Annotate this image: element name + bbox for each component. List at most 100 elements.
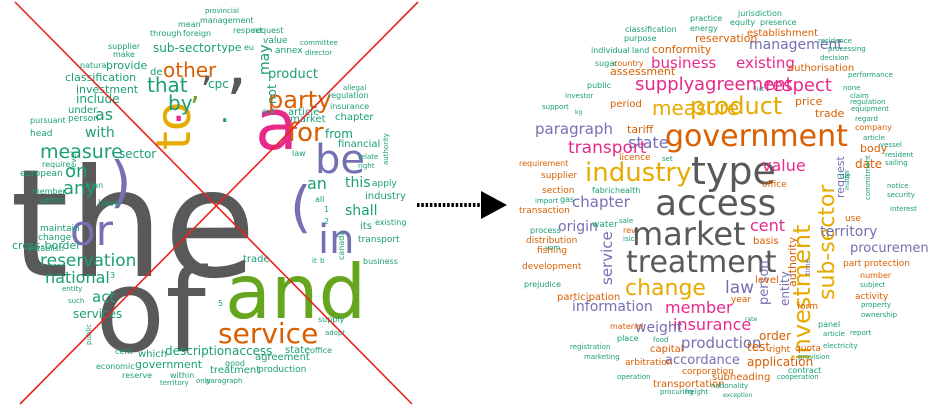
cloud-word: presence — [760, 18, 797, 27]
cloud-word: jurisdiction — [738, 9, 782, 18]
cloud-word: member — [665, 298, 733, 317]
cloud-word: government — [665, 119, 848, 154]
cloud-word: business — [363, 257, 398, 266]
arrow-head — [481, 191, 507, 219]
cloud-word: its — [360, 221, 372, 232]
cloud-word: place — [617, 334, 639, 343]
cloud-word: through — [150, 29, 182, 38]
cloud-word: freight — [685, 388, 709, 396]
cloud-word: classification — [625, 25, 677, 34]
cloud-word: head — [30, 129, 53, 139]
cloud-word: purpose — [624, 34, 657, 43]
cloud-word: activity — [855, 292, 889, 302]
cloud-word: not — [265, 84, 279, 104]
cloud-word: exception — [723, 392, 753, 399]
cloud-word: subheading — [712, 372, 771, 383]
cloud-word: cent — [115, 347, 133, 356]
cloud-word: respect — [765, 75, 832, 96]
cloud-word: sub-sector — [815, 184, 840, 300]
cloud-word: none — [843, 84, 861, 92]
cloud-word: practice — [690, 14, 723, 23]
cloud-word: accordance — [665, 353, 740, 368]
cloud-word: company — [855, 123, 892, 132]
cloud-word: law — [725, 278, 755, 298]
cloud-word: rate — [745, 316, 758, 323]
cloud-word: security — [887, 191, 915, 199]
cloud-word: health — [615, 186, 641, 195]
cloud-word: right — [358, 162, 375, 170]
cloud-word: participation — [557, 292, 621, 303]
cloud-word: panel — [818, 320, 841, 329]
cloud-word: with — [85, 125, 115, 141]
cloud-word: adopt — [325, 329, 346, 337]
cloud-word: financial — [338, 139, 381, 150]
cloud-word: registration — [570, 343, 611, 351]
cloud-word: article — [823, 330, 845, 338]
cloud-word: support — [542, 103, 569, 111]
cloud-word: de — [150, 67, 163, 78]
cloud-word: sailing — [885, 159, 908, 167]
cloud-word: establish — [28, 244, 64, 253]
cloud-word: an — [307, 174, 327, 193]
cloud-word: . — [220, 95, 230, 130]
cloud-word: regard — [855, 115, 878, 123]
cloud-word: licence — [619, 153, 651, 163]
cloud-word: services — [73, 307, 123, 321]
cloud-word: weight — [635, 320, 683, 336]
cloud-word: establishment — [747, 28, 819, 39]
cloud-word: than — [85, 181, 104, 190]
cloud-word: set — [662, 155, 673, 163]
cloud-word: origin — [558, 219, 598, 235]
cloud-word: authority — [382, 133, 390, 165]
cloud-word: resident — [885, 151, 914, 159]
cloud-word: government — [135, 358, 203, 371]
cloud-word: production — [258, 365, 307, 375]
cloud-word: cent — [750, 216, 786, 235]
cloud-word: country — [613, 59, 644, 68]
cloud-word: canada — [337, 230, 346, 260]
cloud-word: year — [731, 295, 752, 305]
cloud-word: national — [45, 268, 110, 287]
cloud-word: material — [610, 322, 644, 331]
cloud-word: supplier — [541, 171, 578, 181]
cloud-word: member — [32, 187, 66, 196]
cloud-word: management — [200, 16, 254, 25]
cloud-word: electricity — [823, 342, 858, 350]
cloud-word: basis — [753, 236, 779, 247]
cloud-word: product — [690, 92, 783, 120]
cloud-word: 2 — [324, 217, 330, 226]
cloud-word: shall — [345, 203, 378, 219]
cloud-word: industry — [585, 158, 692, 188]
cloud-word: quota — [795, 344, 821, 354]
cloud-word: vom — [545, 244, 561, 252]
cloud-word: operation — [617, 373, 651, 381]
cloud-word: make — [113, 50, 135, 59]
cloud-word: number — [860, 271, 892, 280]
cloud-word: change — [38, 233, 72, 243]
cloud-word: cpc — [208, 77, 229, 91]
cloud-word: performance — [848, 71, 893, 79]
cloud-word: requirement — [519, 159, 569, 168]
cloud-word: level — [69, 150, 78, 170]
cloud-word: apply — [372, 179, 397, 189]
cloud-word: process — [530, 226, 561, 235]
cloud-word: foreign — [183, 29, 212, 38]
cloud-word: market — [632, 215, 746, 253]
cloud-word: individual — [591, 46, 630, 55]
cloud-word: equity — [730, 18, 756, 27]
cloud-word: transportation — [653, 379, 725, 390]
cloud-word: relate — [358, 153, 379, 161]
cloud-word: 1 — [324, 205, 330, 214]
cloud-word: territory — [160, 379, 189, 387]
cloud-word: authority — [786, 236, 799, 287]
cloud-word: classification — [65, 71, 137, 84]
cloud-word: insurance — [673, 315, 752, 334]
cloud-word: sub-sector — [153, 41, 217, 55]
cloud-word: water — [592, 220, 618, 230]
cloud-word: use — [845, 214, 861, 224]
cloud-word: office — [310, 346, 332, 355]
cloud-word: regulation — [850, 98, 886, 106]
cloud-word: right — [769, 345, 791, 355]
cloud-word: date — [855, 157, 883, 171]
cloud-word: contract — [788, 366, 822, 375]
